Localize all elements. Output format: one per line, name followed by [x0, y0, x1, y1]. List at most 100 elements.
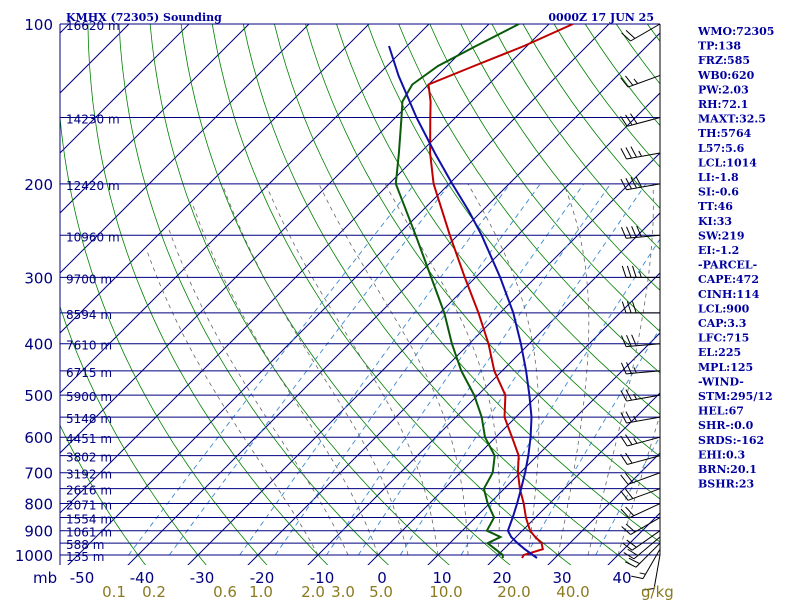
wind-barb-flag — [620, 454, 628, 465]
dry-adiabat-line — [273, 24, 660, 543]
sounding-index: LCL:1014 — [698, 156, 757, 169]
height-label: 4451 m — [66, 432, 112, 446]
wind-barb-flag — [626, 539, 637, 548]
wind-barb — [622, 530, 661, 551]
sounding-index: EL:225 — [698, 346, 741, 359]
wind-barb-staff — [627, 436, 661, 447]
dry-adiabat-line — [584, 24, 660, 127]
wind-barb-flag — [625, 434, 633, 445]
wind-barb-staff — [628, 503, 661, 519]
isotherm-line — [127, 32, 660, 565]
dry-adiabat-line — [149, 24, 450, 565]
wind-barb-flag — [626, 301, 632, 314]
mixing-ratio-tick-label: 2.0 — [301, 583, 325, 600]
mixing-ratio-line — [460, 238, 660, 556]
wind-barb-flag — [631, 575, 644, 580]
wind-barb-staff — [626, 416, 661, 424]
mixing-ratio-tick-label: 0.6 — [213, 583, 237, 600]
wind-barb-staff — [627, 117, 661, 127]
pressure-unit-label: mb — [33, 569, 57, 587]
wind-barb-staff — [627, 488, 661, 501]
height-label: 3802 m — [66, 451, 112, 465]
temperature-tick-label: -10 — [310, 569, 335, 587]
sounding-index: CAPE:472 — [698, 273, 759, 286]
isotherm-line — [547, 452, 660, 565]
station-title: KMHX (72305) Sounding — [66, 11, 222, 24]
dry-adiabat-line — [782, 0, 800, 577]
wind-barb — [620, 389, 661, 402]
sounding-index: HEL:67 — [698, 405, 744, 418]
wind-barb-flag — [625, 561, 637, 568]
wind-barb — [620, 225, 661, 239]
mixing-ratio-tick-label: 10.0 — [429, 583, 462, 600]
sounding-index: MAXT:32.5 — [698, 113, 766, 126]
sounding-index: SI:-0.6 — [698, 186, 739, 199]
sounding-index: WB0:620 — [697, 69, 755, 82]
wind-barb — [631, 548, 661, 580]
wind-barb-staff — [627, 472, 661, 485]
dry-adiabat-line — [460, 24, 660, 291]
isotherm-line — [60, 24, 310, 274]
sounding-index: LFC:715 — [698, 332, 749, 345]
mixing-ratio-tick-label: 40.0 — [556, 583, 589, 600]
wind-barb-flag — [620, 508, 630, 519]
pressure-tick-label: 300 — [24, 269, 53, 287]
wind-barb-flag — [620, 115, 628, 127]
wind-barb — [620, 74, 661, 88]
height-label: 1554 m — [66, 513, 112, 527]
wind-barb-flag — [622, 542, 633, 551]
wind-barb — [621, 23, 661, 42]
wind-barb-flag — [626, 265, 632, 278]
wind-barb — [620, 146, 661, 160]
sounding-index: CAP:3.3 — [698, 317, 746, 330]
wind-barb — [620, 503, 661, 519]
wind-barb — [620, 452, 661, 465]
isotherm-line — [67, 24, 610, 565]
pressure-tick-label: 1000 — [15, 547, 53, 565]
isotherm-line — [60, 24, 430, 394]
pressure-tick-label: 600 — [24, 429, 53, 447]
isotherm-line — [60, 24, 250, 214]
wind-barb-flag — [620, 390, 627, 402]
wind-barb-flag — [620, 148, 627, 160]
mixing-ratio-line — [239, 183, 511, 556]
sounding-index: BSHR:23 — [698, 478, 754, 491]
wind-barb-staff — [642, 548, 661, 579]
wind-barb-flag — [626, 334, 632, 347]
wind-barb — [623, 536, 661, 560]
wind-barb-flag — [625, 411, 632, 423]
wind-barb-flag — [630, 113, 638, 124]
dry-adiabat-line — [336, 24, 660, 458]
dry-adiabat-line — [429, 24, 660, 333]
dewpoint-profile — [394, 24, 520, 558]
dry-adiabat-line — [60, 424, 146, 565]
sounding-index: RH:72.1 — [698, 98, 748, 111]
wind-barb-staff — [626, 370, 661, 375]
sounding-index: TT:46 — [698, 200, 733, 213]
dry-adiabat-line — [211, 24, 572, 565]
wind-barb-half-flag — [638, 150, 643, 157]
wind-barb-staff — [635, 542, 661, 568]
wind-barb-flag — [627, 548, 639, 557]
wind-barb-staff — [626, 152, 661, 160]
wind-barb-flag — [632, 265, 637, 278]
wind-barb-flag — [632, 301, 637, 314]
wind-barb-staff — [633, 536, 661, 560]
wind-barb-staff — [630, 23, 661, 42]
dry-adiabat-line — [367, 24, 660, 415]
wind-barb-flag — [620, 178, 627, 190]
sounding-index: L57:5.6 — [698, 142, 745, 155]
wind-barb-flag — [625, 178, 632, 190]
height-label: 12420 m — [66, 179, 120, 193]
sounding-time: 0000Z 17 JUN 25 — [548, 11, 654, 24]
wind-barb — [642, 554, 661, 591]
mixing-ratio-line — [128, 183, 415, 556]
wind-barb-flag — [620, 435, 628, 447]
wind-barb-staff — [626, 343, 661, 348]
wind-barb-staff — [653, 554, 661, 589]
moist-adiabat-line — [557, 183, 590, 556]
wind-barb — [620, 334, 661, 348]
dry-adiabat-line — [87, 24, 329, 565]
isobar-lines — [59, 23, 660, 565]
temperature-tick-label: -50 — [70, 569, 95, 587]
